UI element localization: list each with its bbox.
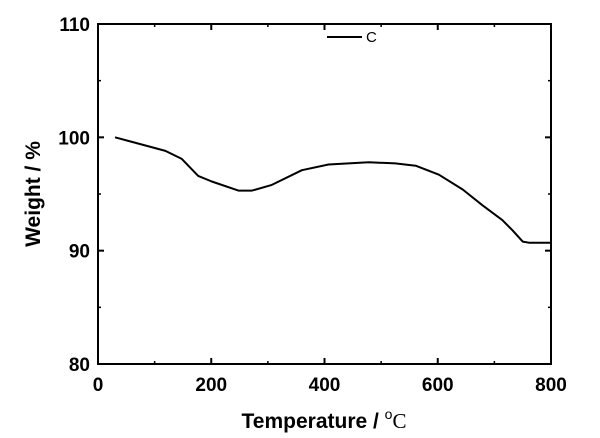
legend-label: C <box>366 29 377 46</box>
x-tick-label: 200 <box>195 375 227 396</box>
x-tick-label: 0 <box>93 375 104 396</box>
x-tick-label: 800 <box>535 375 567 396</box>
y-axis-label: Weight / % <box>22 141 45 247</box>
y-tick-label: 100 <box>58 128 90 149</box>
y-tick-label: 80 <box>69 355 90 376</box>
x-axis-label: Temperature / oC <box>242 406 407 433</box>
y-tick-label: 110 <box>59 15 90 36</box>
plot-frame <box>97 23 552 365</box>
x-tick-label: 400 <box>309 375 341 396</box>
x-tick-label: 600 <box>422 375 454 396</box>
y-tick-label: 90 <box>69 242 90 263</box>
series-line-C <box>114 136 551 244</box>
